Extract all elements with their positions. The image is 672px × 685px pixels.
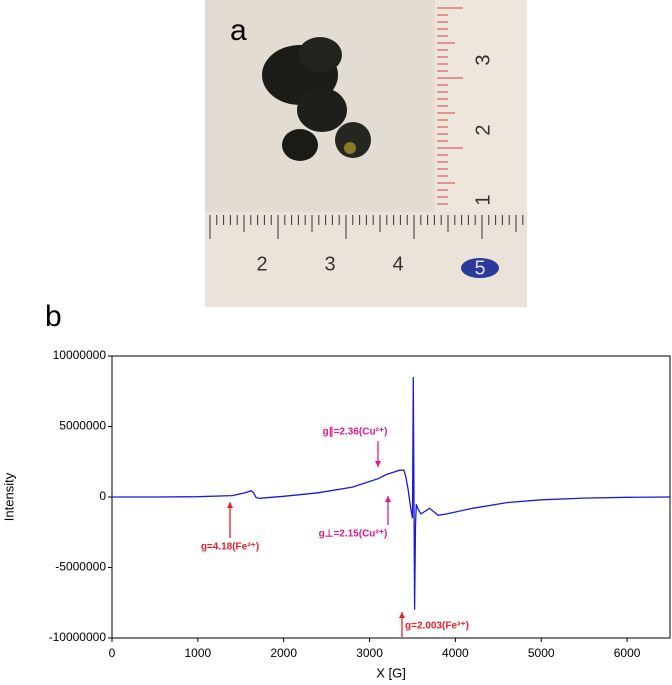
sample <box>282 129 318 161</box>
x-axis-label: X [G] <box>376 665 406 680</box>
ruler-marker <box>461 258 499 278</box>
ruler-label: 5 <box>474 257 485 279</box>
x-tick-label: 6000 <box>614 646 641 660</box>
x-tick-label: 2000 <box>270 646 297 660</box>
ruler-vertical <box>435 0 527 212</box>
sample <box>297 88 347 132</box>
ruler-label: 4 <box>392 253 403 275</box>
y-tick-label: 0 <box>99 489 106 503</box>
x-tick-label: 3000 <box>356 646 383 660</box>
ruler-label: 2 <box>472 124 494 135</box>
ruler-label: 3 <box>472 54 494 65</box>
x-tick-label: 5000 <box>528 646 555 660</box>
y-tick-label: -5000000 <box>55 560 106 574</box>
annotation-arrowhead <box>399 612 405 618</box>
annotation: g=4.18(Fe³⁺) <box>201 542 259 553</box>
ruler-label: 3 <box>324 253 335 275</box>
y-tick-label: 10000000 <box>53 348 107 362</box>
y-tick-label: -10000000 <box>49 630 107 644</box>
x-tick-label: 4000 <box>442 646 469 660</box>
ruler-ticks: 3 2 1 2 3 4 5 <box>209 7 524 279</box>
annotation: g∥=2.36(Cu²⁺) <box>322 427 387 438</box>
panel-label: b <box>45 300 62 333</box>
annotation: g⊥=2.15(Cu²⁺) <box>319 529 388 540</box>
photo: a b <box>45 0 527 333</box>
annotation-arrowhead <box>385 496 391 502</box>
panel-label: a <box>230 14 247 47</box>
x-tick-label: 0 <box>109 646 116 660</box>
y-tick-label: 5000000 <box>59 419 106 433</box>
ruler-label: 1 <box>472 194 494 205</box>
annotation: g=2.003(Fe³⁺) <box>405 621 469 632</box>
sample <box>298 37 342 73</box>
sample <box>335 122 371 158</box>
x-tick-label: 1000 <box>184 646 211 660</box>
spectrum-line <box>112 377 671 610</box>
annotation-arrowhead <box>375 461 381 467</box>
sample-highlight <box>344 142 356 154</box>
annotation-arrowhead <box>227 502 233 508</box>
ruler-label: 2 <box>256 253 267 275</box>
y-axis-label: Intensity <box>1 472 16 521</box>
